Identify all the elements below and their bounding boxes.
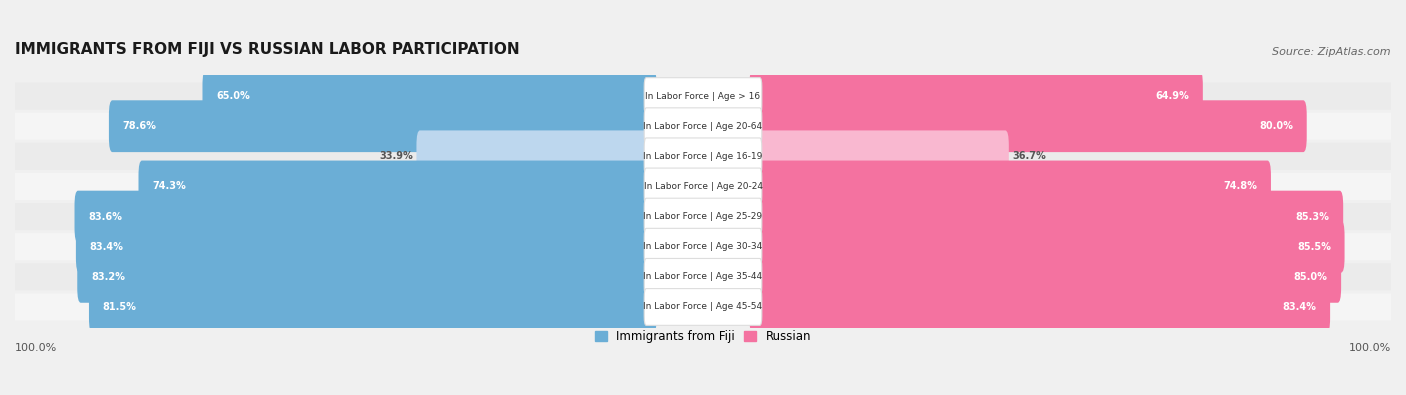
FancyBboxPatch shape <box>139 160 657 213</box>
FancyBboxPatch shape <box>644 78 762 115</box>
Text: In Labor Force | Age > 16: In Labor Force | Age > 16 <box>645 92 761 101</box>
FancyBboxPatch shape <box>749 251 1341 303</box>
Text: 74.3%: 74.3% <box>152 181 186 192</box>
Text: 85.0%: 85.0% <box>1294 272 1327 282</box>
FancyBboxPatch shape <box>77 251 657 303</box>
FancyBboxPatch shape <box>644 168 762 205</box>
Text: In Labor Force | Age 16-19: In Labor Force | Age 16-19 <box>644 152 762 161</box>
FancyBboxPatch shape <box>644 108 762 145</box>
FancyBboxPatch shape <box>749 160 1271 213</box>
FancyBboxPatch shape <box>15 293 1391 320</box>
Text: 36.7%: 36.7% <box>1012 151 1046 161</box>
FancyBboxPatch shape <box>749 281 1330 333</box>
FancyBboxPatch shape <box>644 289 762 325</box>
FancyBboxPatch shape <box>749 100 1306 152</box>
FancyBboxPatch shape <box>15 83 1391 110</box>
Text: 33.9%: 33.9% <box>380 151 413 161</box>
FancyBboxPatch shape <box>15 233 1391 260</box>
FancyBboxPatch shape <box>15 263 1391 290</box>
FancyBboxPatch shape <box>202 70 657 122</box>
FancyBboxPatch shape <box>749 70 1202 122</box>
FancyBboxPatch shape <box>15 173 1391 200</box>
FancyBboxPatch shape <box>76 221 657 273</box>
FancyBboxPatch shape <box>749 191 1343 243</box>
FancyBboxPatch shape <box>416 130 657 182</box>
Text: In Labor Force | Age 20-64: In Labor Force | Age 20-64 <box>644 122 762 131</box>
FancyBboxPatch shape <box>644 198 762 235</box>
Text: 74.8%: 74.8% <box>1223 181 1257 192</box>
Text: 81.5%: 81.5% <box>103 302 136 312</box>
FancyBboxPatch shape <box>15 203 1391 230</box>
Text: In Labor Force | Age 45-54: In Labor Force | Age 45-54 <box>644 303 762 312</box>
Text: In Labor Force | Age 30-34: In Labor Force | Age 30-34 <box>644 242 762 251</box>
Text: IMMIGRANTS FROM FIJI VS RUSSIAN LABOR PARTICIPATION: IMMIGRANTS FROM FIJI VS RUSSIAN LABOR PA… <box>15 42 520 57</box>
Text: 78.6%: 78.6% <box>122 121 156 131</box>
Text: Source: ZipAtlas.com: Source: ZipAtlas.com <box>1272 47 1391 57</box>
Text: 85.3%: 85.3% <box>1295 212 1330 222</box>
Text: In Labor Force | Age 25-29: In Labor Force | Age 25-29 <box>644 212 762 221</box>
Text: 80.0%: 80.0% <box>1260 121 1294 131</box>
Text: In Labor Force | Age 20-24: In Labor Force | Age 20-24 <box>644 182 762 191</box>
Legend: Immigrants from Fiji, Russian: Immigrants from Fiji, Russian <box>591 325 815 348</box>
FancyBboxPatch shape <box>749 130 1010 182</box>
FancyBboxPatch shape <box>15 143 1391 170</box>
FancyBboxPatch shape <box>89 281 657 333</box>
FancyBboxPatch shape <box>108 100 657 152</box>
Text: 85.5%: 85.5% <box>1296 242 1331 252</box>
Text: In Labor Force | Age 35-44: In Labor Force | Age 35-44 <box>644 272 762 281</box>
Text: 64.9%: 64.9% <box>1156 91 1189 101</box>
Text: 83.2%: 83.2% <box>91 272 125 282</box>
FancyBboxPatch shape <box>644 228 762 265</box>
Text: 65.0%: 65.0% <box>217 91 250 101</box>
FancyBboxPatch shape <box>644 138 762 175</box>
Text: 83.4%: 83.4% <box>1282 302 1316 312</box>
Text: 100.0%: 100.0% <box>1348 343 1391 353</box>
FancyBboxPatch shape <box>75 191 657 243</box>
FancyBboxPatch shape <box>15 113 1391 140</box>
Text: 100.0%: 100.0% <box>15 343 58 353</box>
FancyBboxPatch shape <box>644 258 762 295</box>
FancyBboxPatch shape <box>749 221 1344 273</box>
Text: 83.6%: 83.6% <box>89 212 122 222</box>
Text: 83.4%: 83.4% <box>90 242 124 252</box>
